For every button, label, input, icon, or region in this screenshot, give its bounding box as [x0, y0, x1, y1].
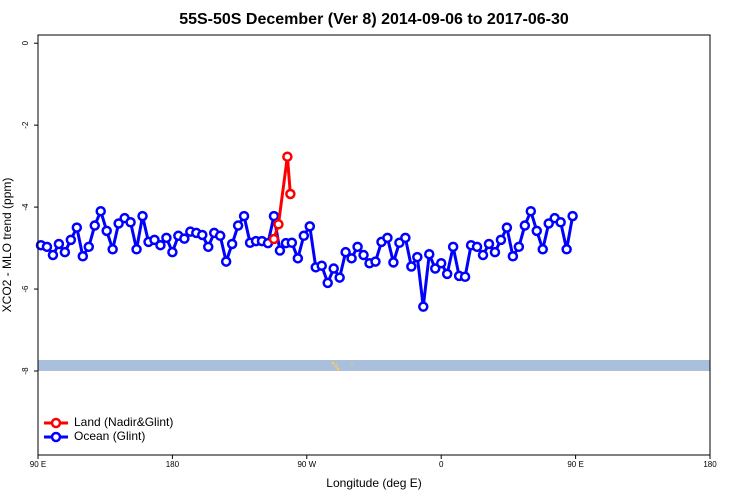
point [232, 220, 244, 231]
plot-frame [37, 34, 711, 456]
legend-marker [50, 417, 62, 429]
x-tick-label: 180 [166, 460, 180, 469]
point [83, 241, 95, 253]
point [89, 220, 100, 231]
point [471, 241, 483, 253]
point [155, 239, 166, 251]
x-tick-label: 90 W [297, 460, 316, 469]
point [274, 245, 286, 256]
point [316, 260, 327, 271]
point [567, 210, 578, 222]
point [513, 241, 525, 253]
land-dots [331, 361, 353, 371]
chart-title: 55S-50S December (Ver 8) 2014-09-06 to 2… [179, 11, 569, 28]
point [71, 222, 83, 233]
point [537, 244, 548, 255]
point [286, 237, 298, 248]
point [285, 188, 296, 200]
point [424, 248, 435, 260]
point [441, 268, 453, 280]
y-tick-label: -6 [21, 285, 30, 293]
point [406, 261, 417, 272]
point [137, 210, 148, 222]
y-axis-label: XCO2 - MLO trend (ppm) [0, 178, 14, 313]
point [238, 210, 250, 222]
point [370, 256, 381, 267]
point [555, 217, 566, 228]
point [382, 232, 393, 244]
point [507, 251, 519, 262]
point [435, 257, 447, 269]
point [282, 151, 293, 162]
point [525, 205, 537, 217]
point [358, 249, 369, 261]
point [334, 272, 345, 283]
x-tick-label: 0 [439, 460, 444, 469]
point [519, 220, 531, 231]
y-tick-label: -8 [21, 367, 30, 375]
point [47, 249, 59, 261]
point [202, 241, 214, 253]
point [41, 241, 53, 253]
point [214, 230, 226, 242]
point [59, 246, 71, 258]
plot-area [35, 151, 578, 312]
point [412, 251, 423, 263]
x-tick-label: 90 E [30, 460, 46, 469]
point [125, 217, 136, 228]
point [268, 210, 280, 222]
point [531, 225, 543, 237]
point [101, 225, 112, 237]
point [483, 238, 495, 250]
point [561, 244, 572, 255]
series-line [272, 156, 292, 240]
x-tick-label: 90 E [567, 460, 583, 469]
point [298, 230, 310, 242]
point [107, 244, 118, 255]
point [179, 233, 190, 244]
x-tick-label: 180 [703, 460, 717, 469]
point [95, 205, 106, 217]
point [304, 221, 316, 232]
point [292, 253, 304, 264]
point [489, 246, 501, 258]
point [197, 229, 208, 241]
point [459, 271, 471, 283]
point [220, 256, 232, 267]
point [53, 238, 65, 250]
point [340, 246, 351, 258]
point [447, 241, 459, 253]
point [495, 234, 507, 246]
legend-label: Ocean (Glint) [74, 429, 145, 443]
y-tick-label: -2 [21, 121, 30, 129]
point [477, 249, 489, 261]
land-strip [38, 360, 710, 371]
point [226, 238, 238, 250]
point [328, 263, 339, 274]
point [131, 244, 142, 255]
point [388, 257, 399, 268]
point [273, 219, 284, 230]
point [400, 232, 411, 244]
point [322, 277, 333, 289]
point [77, 251, 89, 262]
point [161, 232, 172, 244]
point [418, 301, 429, 312]
point [268, 233, 280, 245]
legend-label: Land (Nadir&Glint) [74, 415, 173, 429]
point [352, 241, 363, 253]
point [65, 234, 77, 246]
y-tick-label: -4 [21, 203, 30, 211]
y-tick-label: 0 [21, 40, 30, 45]
point [167, 246, 178, 258]
point [346, 253, 357, 264]
legend-marker [50, 431, 62, 443]
x-axis-label: Longitude (deg E) [326, 476, 421, 490]
point [501, 222, 513, 233]
